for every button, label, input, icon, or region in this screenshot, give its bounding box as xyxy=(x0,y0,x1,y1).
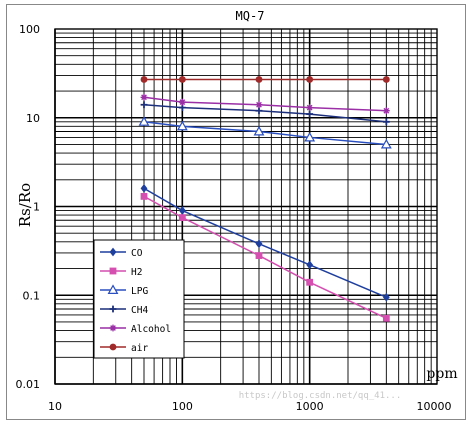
data-point-lpg xyxy=(253,125,265,136)
legend-label-air: air xyxy=(131,343,148,354)
series-co xyxy=(140,183,390,302)
series-layer xyxy=(138,76,392,322)
legend-box xyxy=(93,239,185,359)
series-lpg xyxy=(138,116,392,149)
legend-label-lpg: LPG xyxy=(131,286,148,297)
y-tick-label: 0.01 xyxy=(16,378,41,391)
data-point-lpg xyxy=(304,131,316,142)
data-point-h2 xyxy=(140,192,148,200)
x-tick-label: 100 xyxy=(172,400,193,413)
data-point-ch4 xyxy=(382,118,390,126)
legend-label-alcohol: Alcohol xyxy=(131,324,171,335)
data-point-h2 xyxy=(255,252,263,259)
legend-marker-ch4 xyxy=(109,305,117,313)
legend-label-h2: H2 xyxy=(131,267,142,278)
y-tick-label: 100 xyxy=(19,23,40,36)
x-tick-label: 1000 xyxy=(296,400,324,413)
y-tick-label: 0.1 xyxy=(23,289,41,302)
chart-title: MQ-7 xyxy=(236,9,265,23)
data-point-air xyxy=(306,76,314,83)
x-tick-label: 10000 xyxy=(417,400,452,413)
data-point-co xyxy=(255,239,263,249)
data-point-air xyxy=(382,76,390,83)
legend-label-co: CO xyxy=(131,248,143,259)
data-point-h2 xyxy=(178,214,186,221)
y-tick-label: 10 xyxy=(26,112,40,125)
watermark: https://blog.csdn.net/qq_41... xyxy=(239,391,402,401)
data-point-alcohol xyxy=(255,101,263,109)
x-tick-label: 10 xyxy=(48,400,62,413)
data-point-ch4 xyxy=(255,107,263,115)
y-axis-label: Rs/Ro xyxy=(16,183,34,227)
data-point-alcohol xyxy=(382,107,390,115)
data-point-co xyxy=(306,260,314,270)
legend: CO H2 LPG CH4 Alcohol air xyxy=(93,239,185,359)
data-point-alcohol xyxy=(178,98,186,106)
data-point-lpg xyxy=(380,138,392,149)
data-point-air xyxy=(140,76,148,83)
legend-marker-alcohol xyxy=(109,324,117,332)
data-point-ch4 xyxy=(140,101,148,109)
series-h2 xyxy=(140,192,390,322)
x-tick-labels: 10 100 1000 10000 xyxy=(48,400,452,413)
legend-marker-air xyxy=(109,343,117,351)
data-point-air xyxy=(255,76,263,83)
data-point-lpg xyxy=(176,120,188,131)
y-tick-labels: 100 10 1 0.1 0.01 xyxy=(16,23,41,391)
data-point-co xyxy=(140,183,148,193)
series-ch4 xyxy=(140,101,390,126)
data-point-alcohol xyxy=(140,93,148,101)
plot-border xyxy=(54,28,438,385)
data-point-air xyxy=(178,76,186,83)
x-axis-label: ppm xyxy=(426,366,457,382)
data-point-co xyxy=(178,206,186,215)
legend-marker-h2 xyxy=(109,267,117,275)
series-air xyxy=(140,76,390,83)
legend-marker-lpg xyxy=(107,284,119,294)
data-point-co xyxy=(382,292,390,302)
data-point-h2 xyxy=(382,314,390,322)
series-alcohol xyxy=(140,93,390,115)
legend-label-ch4: CH4 xyxy=(131,305,148,316)
data-point-lpg xyxy=(138,116,150,126)
legend-marker-co xyxy=(109,247,117,257)
data-point-ch4 xyxy=(306,110,314,118)
y-tick-label: 1 xyxy=(33,201,40,214)
data-point-alcohol xyxy=(306,104,314,112)
chart-frame xyxy=(6,4,466,420)
data-point-h2 xyxy=(306,278,314,286)
